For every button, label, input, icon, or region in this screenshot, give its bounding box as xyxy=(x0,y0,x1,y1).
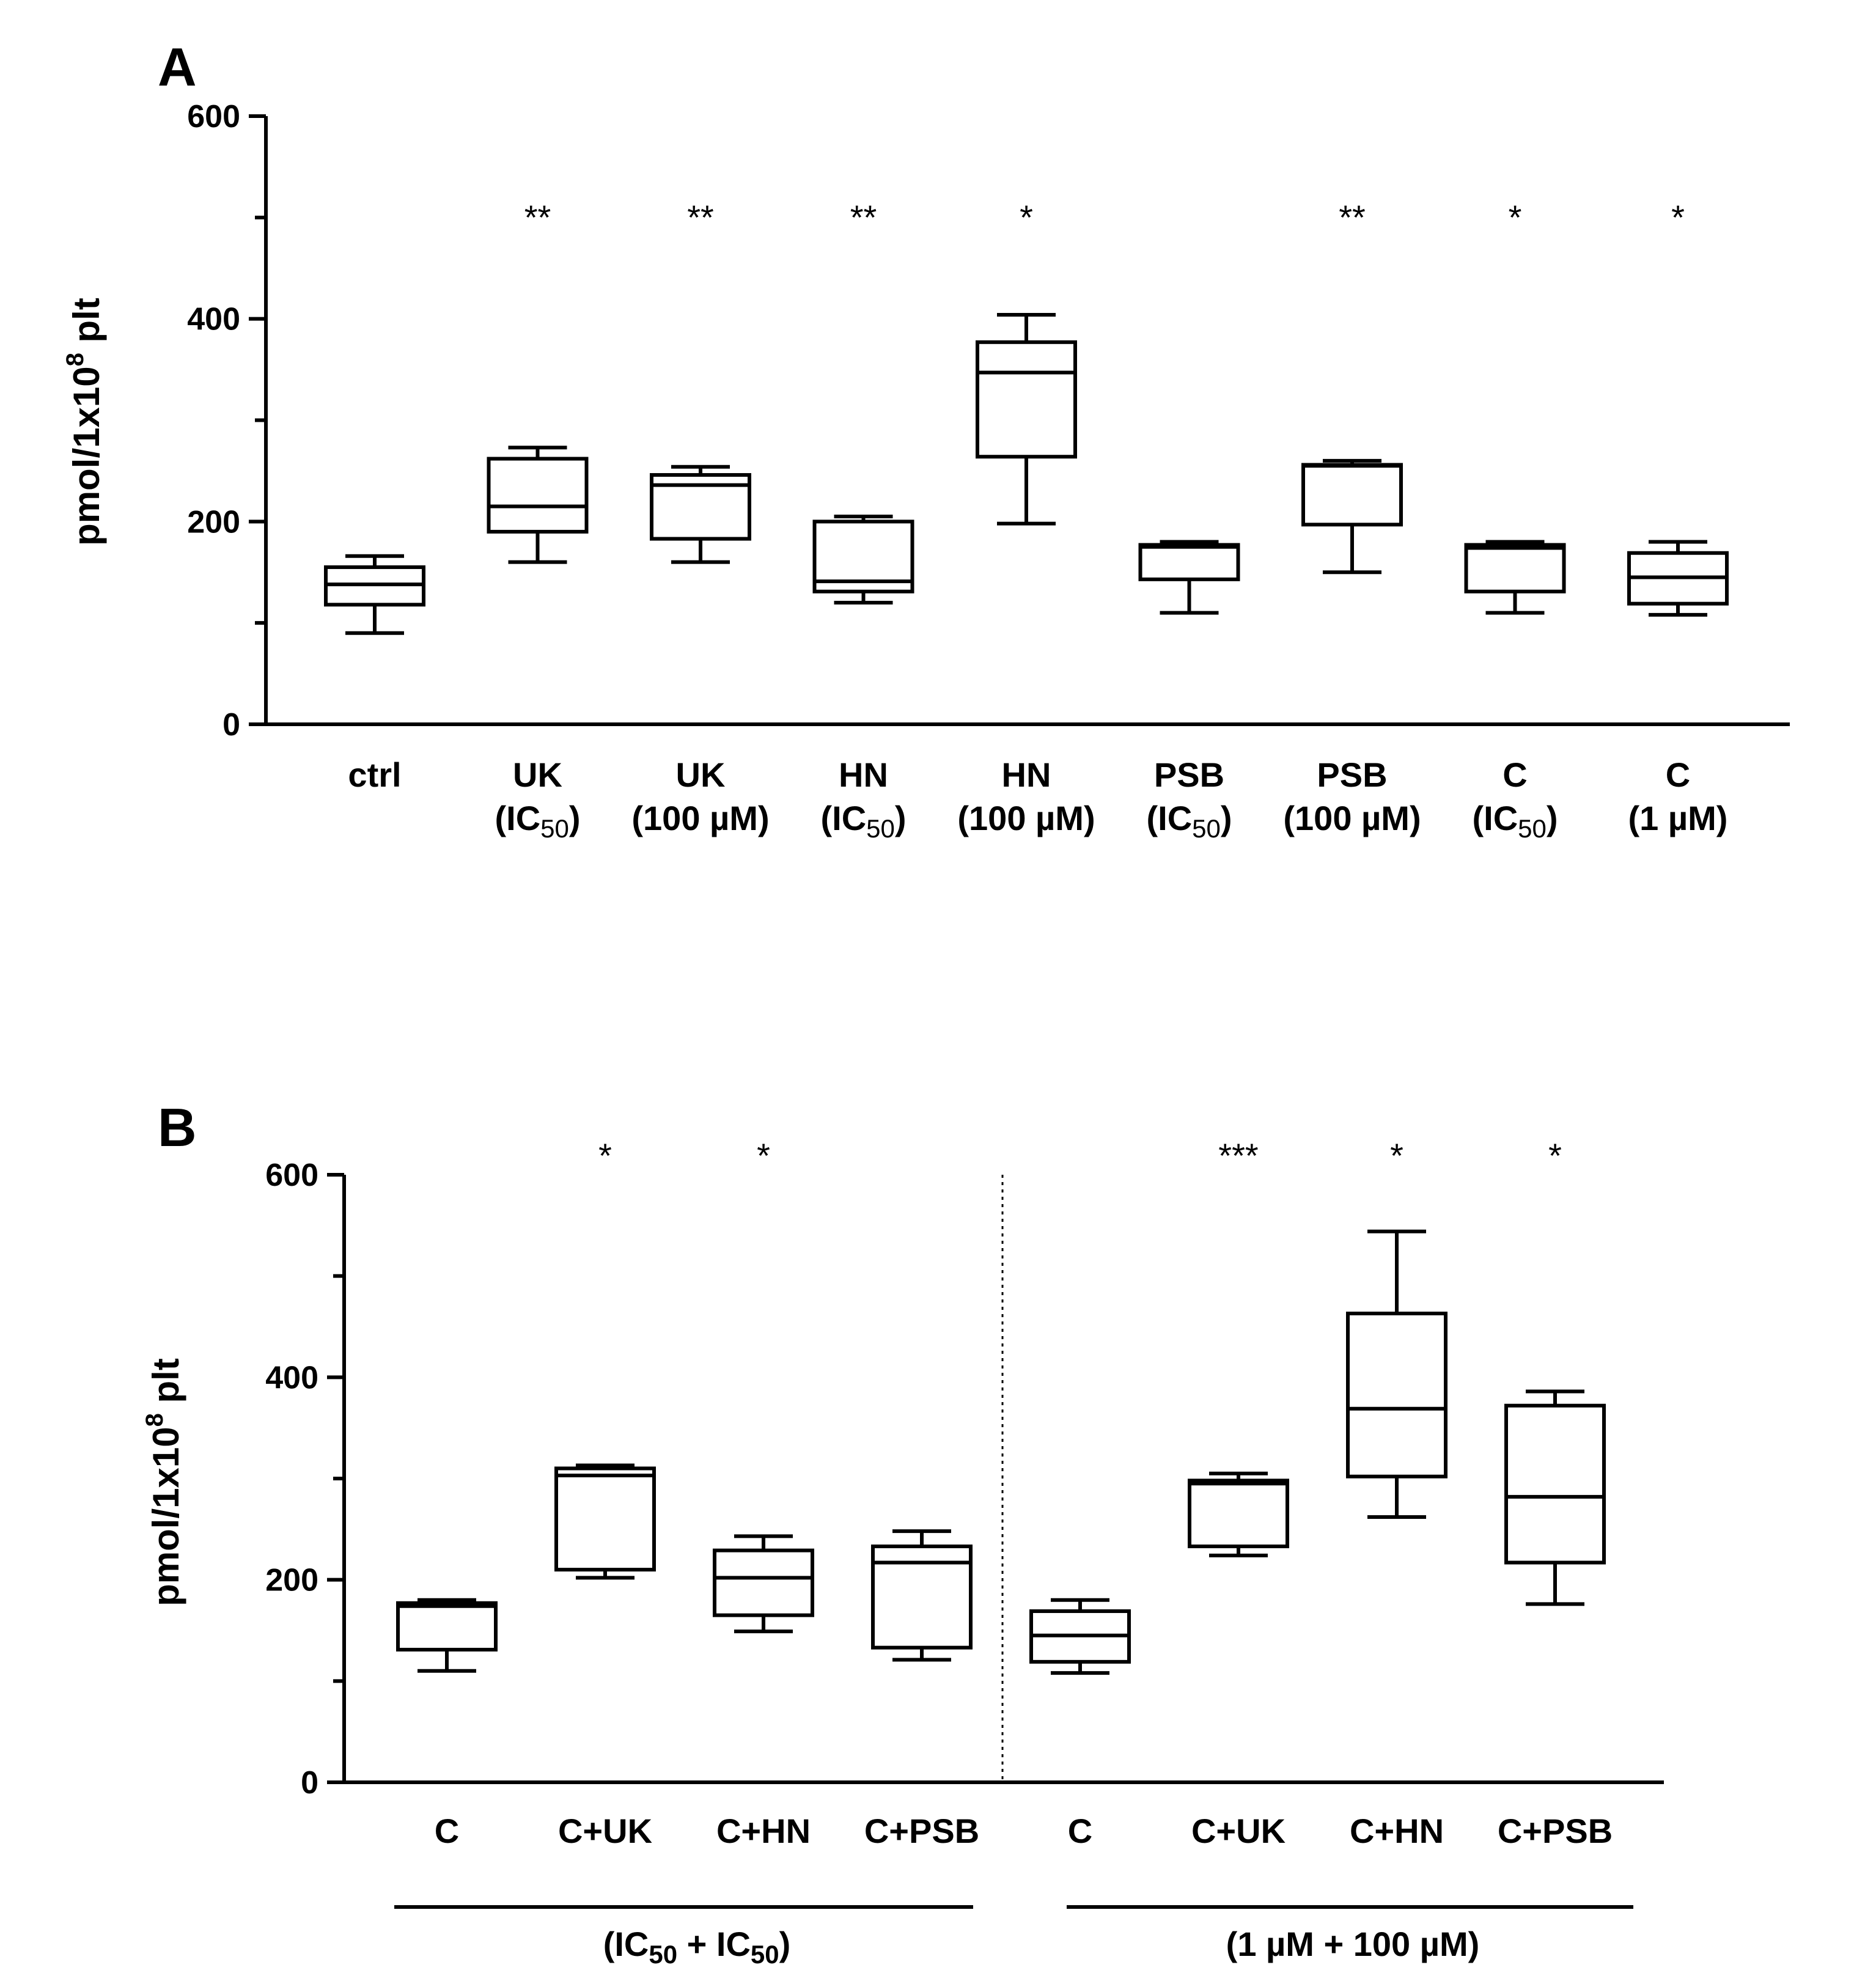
significance-mark: * xyxy=(598,1136,612,1175)
box-7 xyxy=(1346,1229,1447,1519)
bracket-right-label: (1 µM + 100 µM) xyxy=(1226,1925,1480,1963)
significance-mark: * xyxy=(757,1136,770,1175)
significance-mark: * xyxy=(1020,198,1033,237)
significance-mark: * xyxy=(1509,198,1522,237)
box-8 xyxy=(1504,1389,1606,1606)
panel-b-label: B xyxy=(158,1097,197,1158)
box-iqr xyxy=(1138,543,1240,581)
category-label: HN xyxy=(1002,755,1051,794)
box-1 xyxy=(396,1598,498,1673)
y-tick-label: 400 xyxy=(265,1360,318,1395)
box-4 xyxy=(871,1529,973,1662)
category-label-line2: (IC50) xyxy=(495,799,580,843)
box-iqr xyxy=(396,1601,498,1651)
box-iqr xyxy=(650,473,751,541)
category-label: C+PSB xyxy=(864,1812,979,1850)
panel-b: B pmol/1x108 plt 0 200 400 600 C * C+UK * C+HN C+… xyxy=(141,1097,1664,1969)
box-2 xyxy=(554,1463,656,1580)
significance-mark: * xyxy=(1390,1136,1403,1175)
box-3 xyxy=(713,1534,814,1634)
box-iqr xyxy=(1301,463,1403,527)
box-iqr xyxy=(1188,1479,1289,1548)
box-iqr xyxy=(554,1466,656,1572)
y-tick-label: 200 xyxy=(187,504,240,540)
category-label: PSB xyxy=(1317,755,1387,794)
category-label: ctrl xyxy=(348,755,401,794)
box-1 xyxy=(324,554,425,635)
box-2 xyxy=(487,446,589,564)
category-label: UK xyxy=(513,755,562,794)
box-5 xyxy=(976,313,1077,526)
significance-mark: ** xyxy=(524,198,551,237)
category-label-line2: (IC50) xyxy=(820,799,906,843)
box-iqr xyxy=(976,340,1077,459)
significance-mark: * xyxy=(1671,198,1685,237)
box-iqr xyxy=(1464,543,1566,593)
panel-a: A pmol/1x108 plt 0200400600ctrl**UK(IC50… xyxy=(62,37,1790,843)
significance-mark: ** xyxy=(1339,198,1366,237)
category-label: C+UK xyxy=(1191,1812,1286,1850)
significance-mark: ** xyxy=(850,198,877,237)
category-label-line2: (IC50) xyxy=(1146,799,1232,843)
box-8 xyxy=(1464,540,1566,615)
category-label-line2: (IC50) xyxy=(1472,799,1558,843)
category-label: C xyxy=(435,1812,459,1850)
category-label: C+PSB xyxy=(1498,1812,1613,1850)
category-label: C xyxy=(1503,755,1527,794)
category-label-line2: (100 µM) xyxy=(631,799,769,837)
box-iqr xyxy=(713,1548,814,1617)
panel-b-y-label: pmol/1x108 plt xyxy=(141,1358,186,1606)
y-tick-label: 0 xyxy=(223,707,240,743)
box-iqr xyxy=(1504,1403,1606,1565)
category-label: C+HN xyxy=(716,1812,811,1850)
y-tick-label: 0 xyxy=(301,1765,318,1801)
category-label: HN xyxy=(839,755,888,794)
box-9 xyxy=(1627,540,1729,617)
box-5 xyxy=(1029,1598,1131,1675)
panel-b-plot: 0 200 400 600 C * C+UK * C+HN C+PSB C *** C+UK * C+HN *… xyxy=(265,1136,1664,1969)
box-iqr xyxy=(1346,1311,1447,1479)
category-label: UK xyxy=(676,755,726,794)
category-label-line2: (1 µM) xyxy=(1628,799,1728,837)
category-label-line2: (100 µM) xyxy=(957,799,1095,837)
box-6 xyxy=(1188,1471,1289,1557)
category-label: C+UK xyxy=(558,1812,652,1850)
y-tick-label: 400 xyxy=(187,302,240,337)
y-tick-label: 600 xyxy=(265,1158,318,1193)
y-tick-label: 200 xyxy=(265,1563,318,1598)
box-7 xyxy=(1301,458,1403,575)
category-label: C xyxy=(1666,755,1690,794)
panel-a-y-label: pmol/1x108 plt xyxy=(62,298,107,546)
significance-mark: * xyxy=(1548,1136,1562,1175)
box-iqr xyxy=(812,520,914,593)
category-label: PSB xyxy=(1154,755,1224,794)
panel-a-label: A xyxy=(158,37,197,97)
y-tick-label: 600 xyxy=(187,99,240,134)
box-4 xyxy=(812,515,914,604)
bracket-left-label: (IC50 + IC50) xyxy=(603,1925,791,1969)
significance-mark: *** xyxy=(1218,1136,1258,1175)
category-label: C+HN xyxy=(1350,1812,1444,1850)
box-iqr xyxy=(871,1544,973,1650)
category-label: C xyxy=(1068,1812,1092,1850)
box-3 xyxy=(650,465,751,564)
category-label-line2: (100 µM) xyxy=(1283,799,1421,837)
box-6 xyxy=(1138,540,1240,615)
box-iqr xyxy=(487,457,589,534)
significance-mark: ** xyxy=(687,198,714,237)
